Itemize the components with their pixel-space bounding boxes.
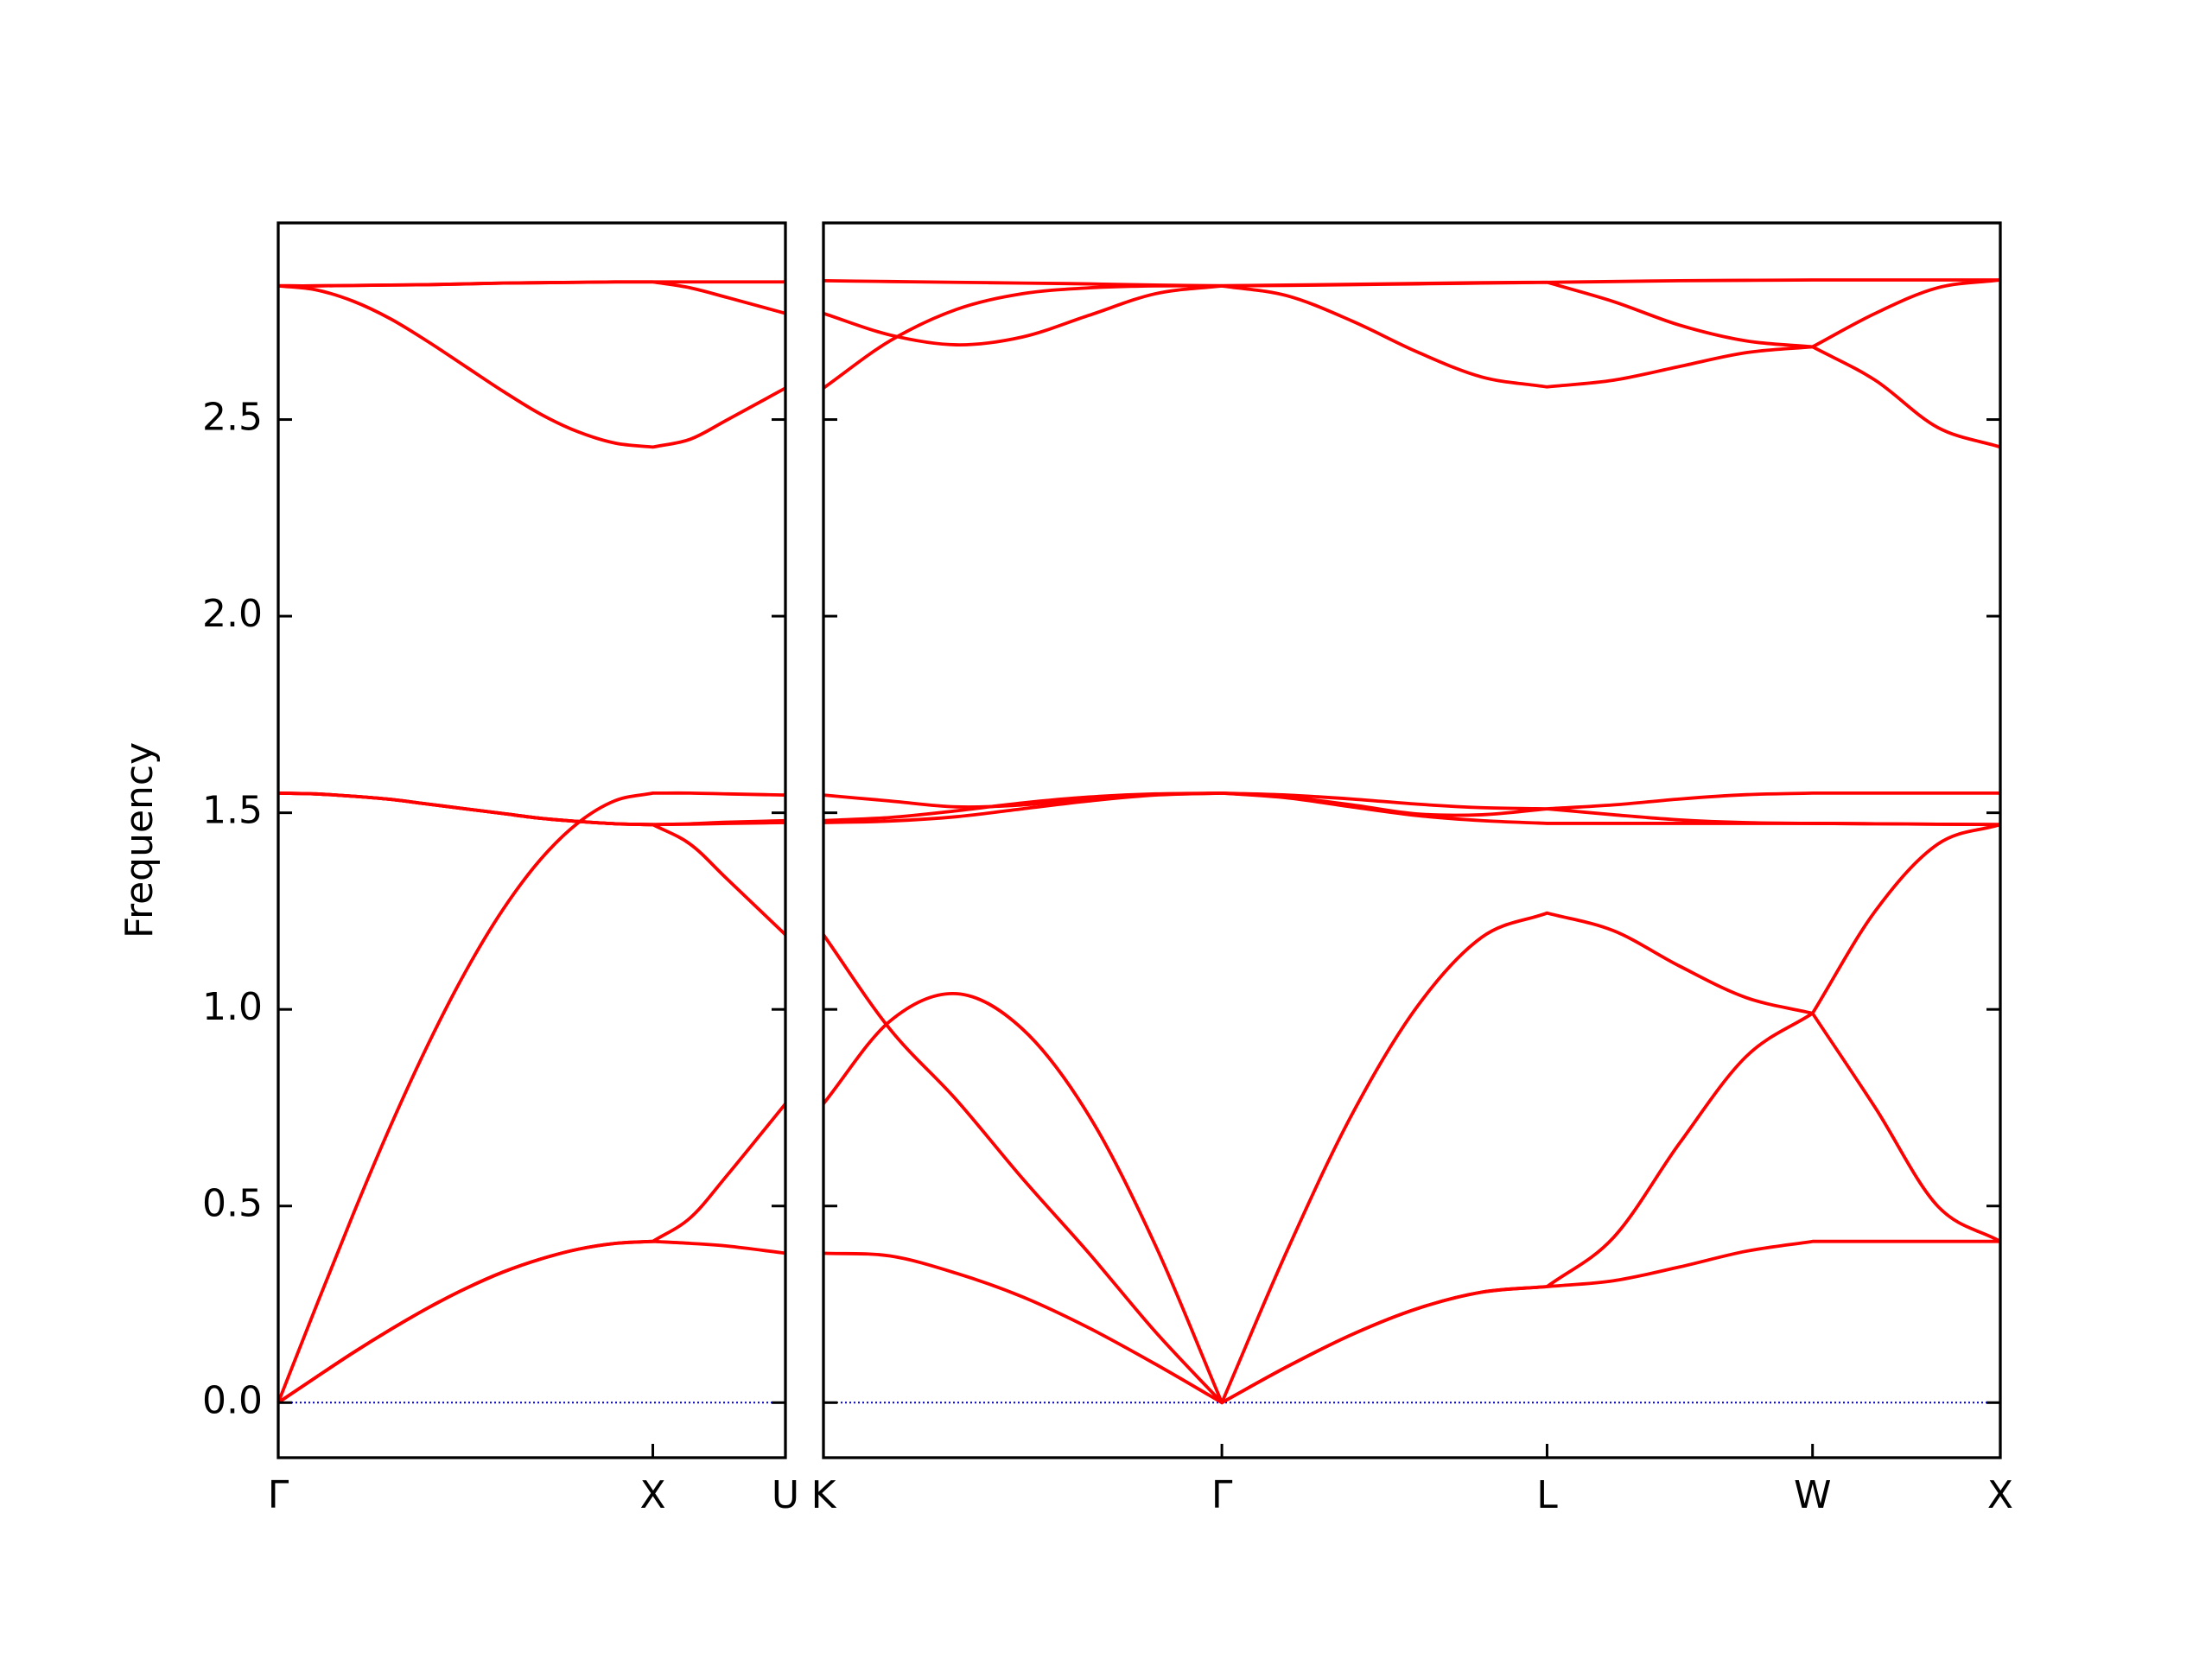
y-tick-label: 0.5 (202, 1182, 263, 1226)
x-tick-label: X (639, 1473, 665, 1517)
band-line (277, 791, 786, 827)
x-tick-label: Γ (268, 1473, 289, 1517)
y-tick-label: 1.5 (202, 789, 263, 833)
y-tick-label: 1.0 (202, 985, 263, 1029)
band-line (276, 791, 786, 1403)
band-line (822, 283, 2001, 449)
band-line (277, 283, 786, 449)
x-tick-label: U (772, 1473, 799, 1517)
band-line (822, 823, 2001, 1405)
axes-frame (822, 221, 2002, 1459)
band-line (822, 933, 2001, 1405)
y-tick-label: 2.5 (202, 396, 263, 440)
band-line (276, 1103, 787, 1404)
axes-frame (276, 221, 787, 1459)
x-tick-label: Γ (1211, 1473, 1233, 1517)
x-tick-label: X (1987, 1473, 2013, 1517)
band-line (277, 280, 786, 315)
y-axis-label: Frequency (118, 742, 162, 938)
band-line (823, 791, 2000, 810)
x-tick-label: K (811, 1473, 837, 1517)
y-tick-label: 0.0 (202, 1378, 263, 1422)
x-tick-label: W (1794, 1473, 1832, 1517)
band-line (823, 791, 2001, 827)
x-tick-label: L (1536, 1473, 1558, 1517)
y-tick-label: 2.0 (202, 592, 263, 636)
